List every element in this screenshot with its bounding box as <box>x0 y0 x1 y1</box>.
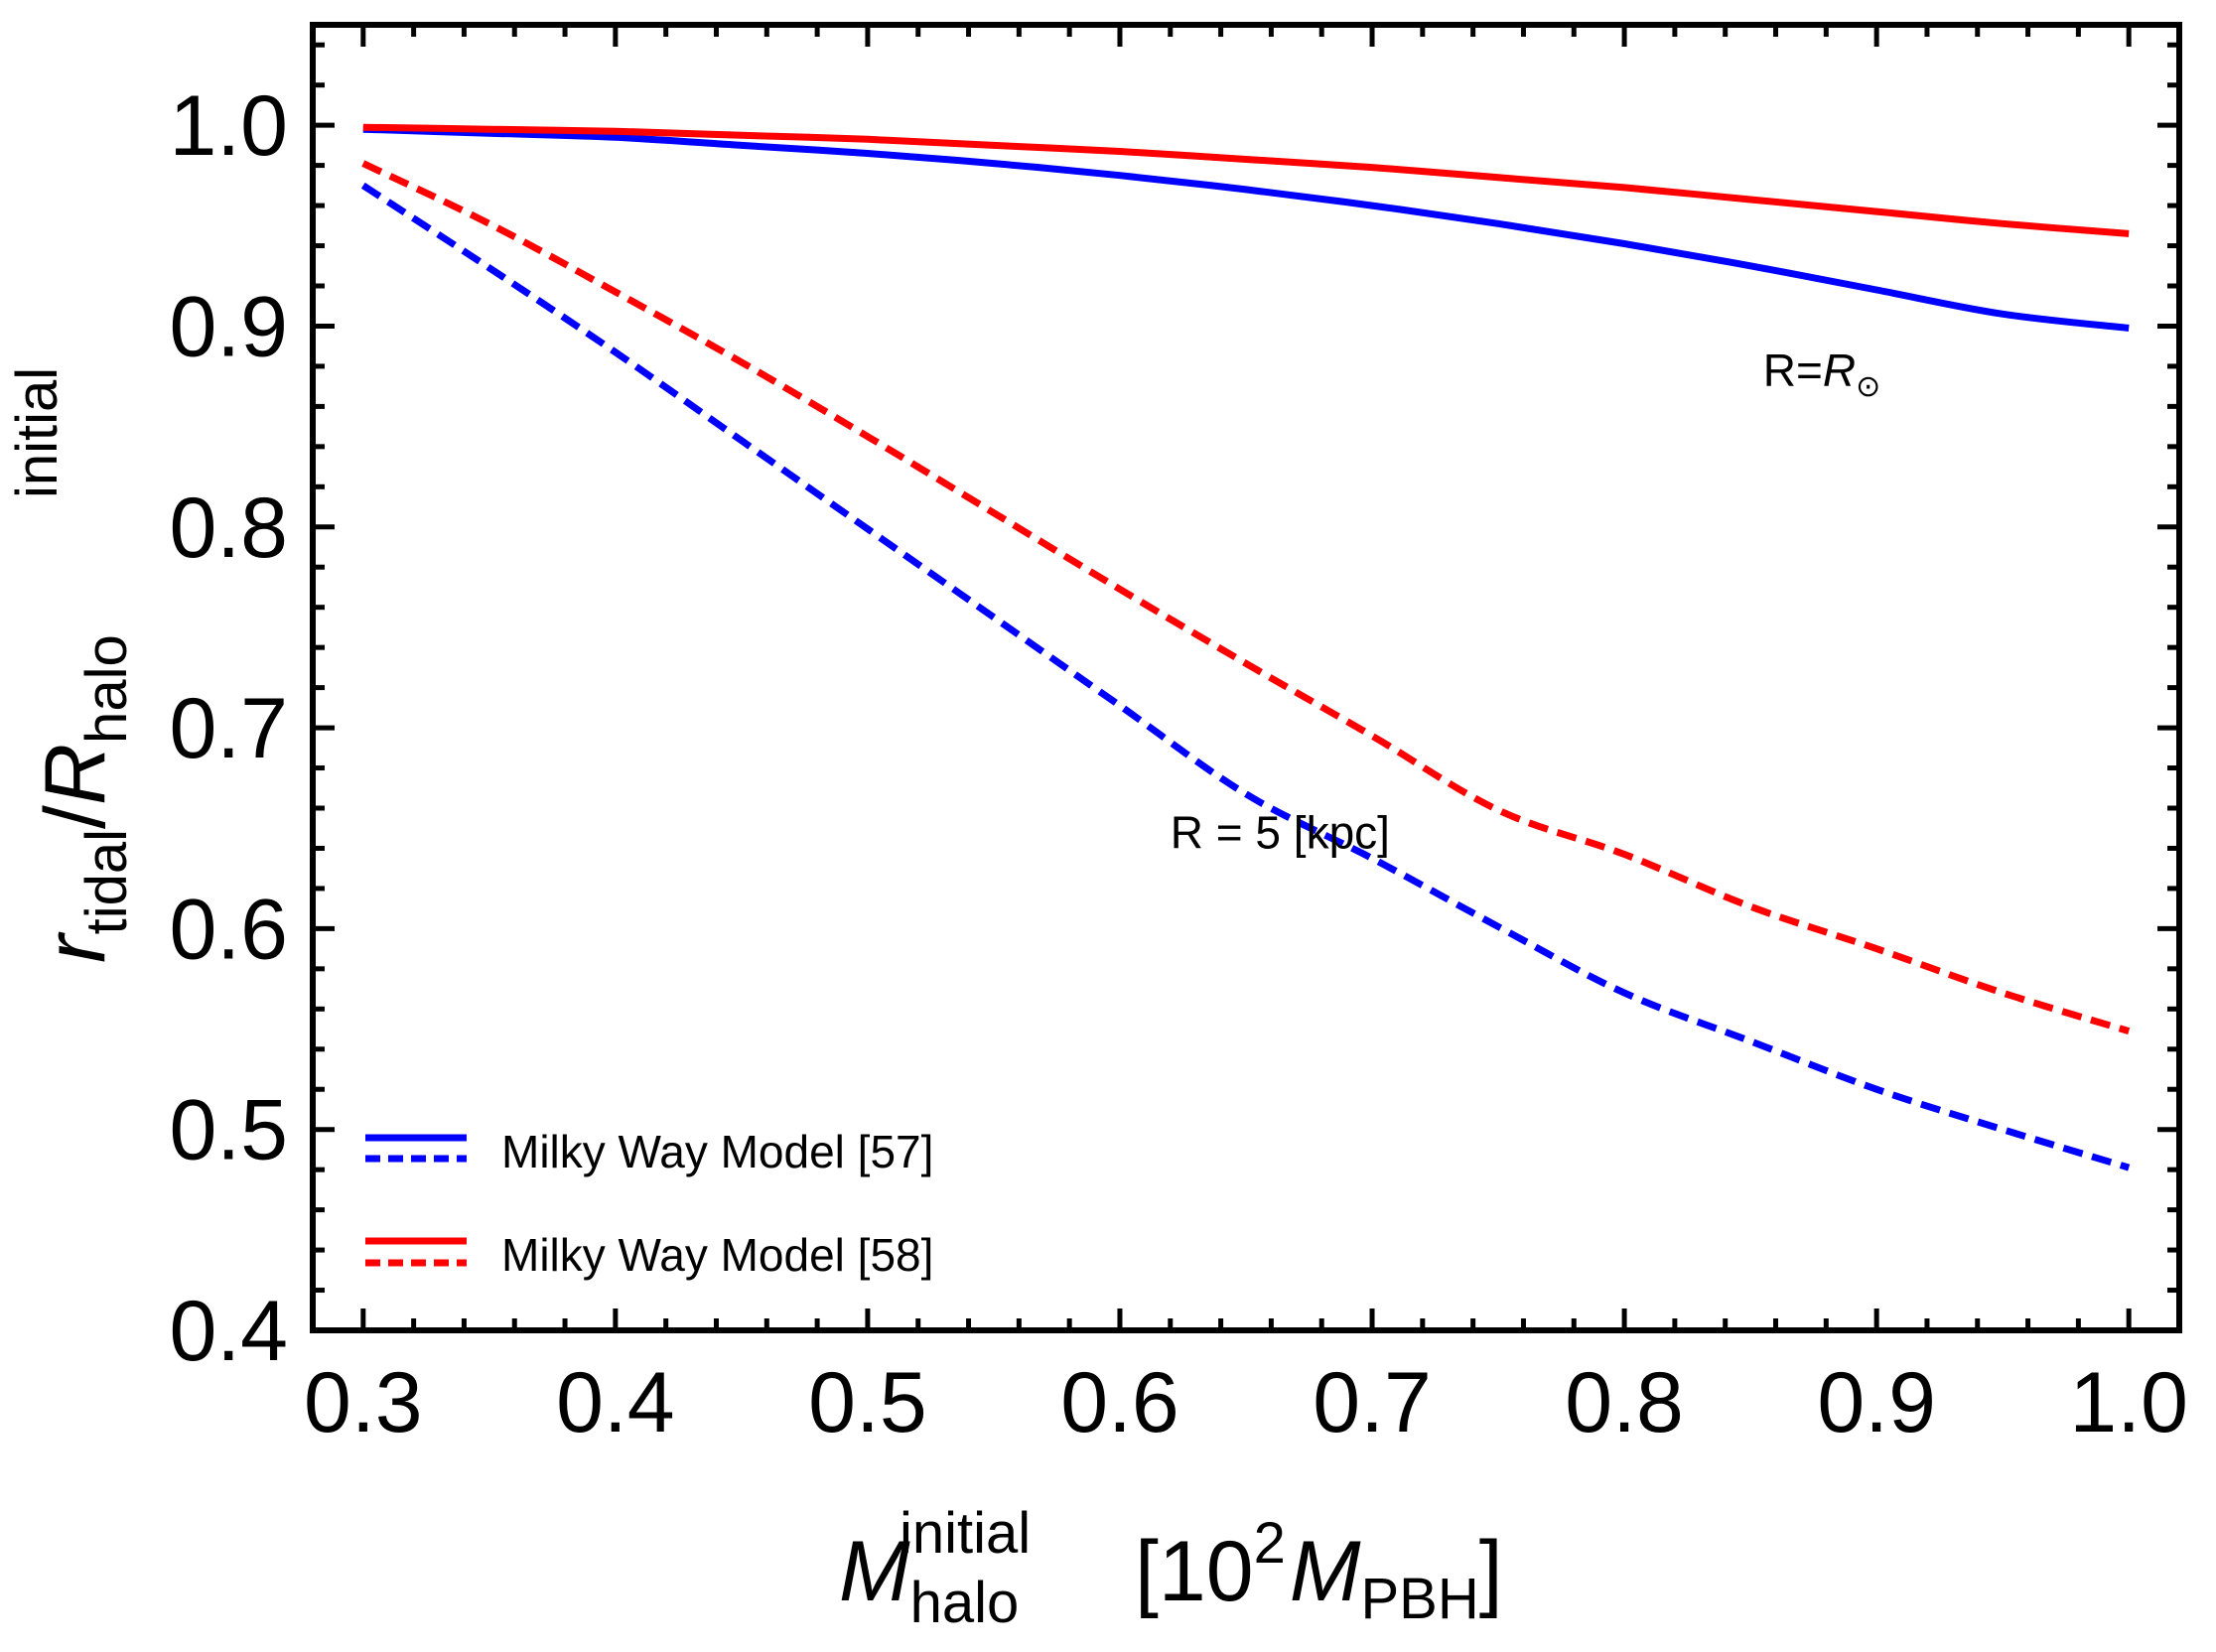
x-tick-label: 0.6 <box>1060 1355 1179 1450</box>
y-axis-label-numerator-subscript: tidal <box>74 829 139 934</box>
x-tick-label: 0.9 <box>1817 1355 1936 1450</box>
y-axis-label-slash: / <box>28 805 123 829</box>
series-lines <box>360 123 2131 1171</box>
series-line-dashed-blue <box>360 182 2131 1171</box>
annotation-r-sun-symbol: R <box>1823 344 1856 396</box>
legend-label-model-58: Milky Way Model [58] <box>501 1229 933 1281</box>
x-axis-label-bracket-close: ] <box>1479 1524 1503 1619</box>
x-axis-tick-labels: 0.3 0.4 0.5 0.6 0.7 0.8 0.9 1.0 <box>304 1355 2188 1450</box>
x-axis-label-bracket-open: [10 <box>1135 1524 1254 1619</box>
y-axis-label-numerator-symbol: r <box>28 931 123 963</box>
y-axis-tick-labels: 0.4 0.5 0.6 0.7 0.8 0.9 1.0 <box>169 78 288 1379</box>
x-tick-label: 1.0 <box>2069 1355 2188 1450</box>
axis-ticks <box>310 25 2182 1333</box>
y-axis-label-denominator-superscript: initial <box>5 367 69 498</box>
legend: Milky Way Model [57] Milky Way Model [58… <box>365 1126 933 1281</box>
x-axis-label-superscript: initial <box>900 1501 1031 1566</box>
x-axis-label-unit-subscript: PBH <box>1360 1567 1478 1631</box>
legend-label-model-57: Milky Way Model [57] <box>501 1126 933 1177</box>
x-axis-label-unit-symbol: M <box>1290 1524 1361 1619</box>
x-tick-label: 0.3 <box>304 1355 423 1450</box>
annotation-r-5kpc: R = 5 [kpc] <box>1171 806 1390 858</box>
annotation-r-sun-subscript: ⊙ <box>1856 370 1880 403</box>
legend-entry-model-57: Milky Way Model [57] <box>365 1126 933 1177</box>
y-tick-label: 0.5 <box>169 1083 288 1178</box>
y-axis-label-denominator-symbol: R <box>28 744 123 805</box>
y-tick-label: 0.6 <box>169 882 288 977</box>
annotation-r-sun: R=R⊙ <box>1763 344 1880 403</box>
y-axis-label-denominator-subscript: halo <box>74 634 139 744</box>
x-axis-label: Mhaloinitial [102MPBH] <box>839 1501 1503 1635</box>
y-tick-label: 0.8 <box>169 481 288 576</box>
annotation-r-sun-prefix: R= <box>1763 344 1823 396</box>
plot-area <box>310 22 2182 1333</box>
x-tick-label: 0.8 <box>1565 1355 1684 1450</box>
x-axis-label-symbol: M <box>839 1524 910 1619</box>
x-axis-label-power: 2 <box>1254 1511 1286 1576</box>
y-tick-label: 0.7 <box>169 681 288 776</box>
x-tick-label: 0.4 <box>556 1355 675 1450</box>
x-tick-label: 0.5 <box>808 1355 927 1450</box>
x-tick-label: 0.7 <box>1313 1355 1432 1450</box>
series-line-dashed-red <box>361 160 2131 1034</box>
y-tick-label: 1.0 <box>169 78 288 174</box>
plot-frame <box>310 22 2182 1333</box>
series-line-solid-blue <box>362 125 2130 332</box>
legend-entry-model-58: Milky Way Model [58] <box>365 1229 933 1281</box>
x-axis-label-subscript: halo <box>910 1571 1020 1635</box>
series-line-solid-red <box>362 123 2130 237</box>
y-tick-label: 0.9 <box>169 279 288 374</box>
y-tick-label: 0.4 <box>169 1284 288 1379</box>
y-axis-label: rtidal/Rhalo initial <box>5 367 139 963</box>
